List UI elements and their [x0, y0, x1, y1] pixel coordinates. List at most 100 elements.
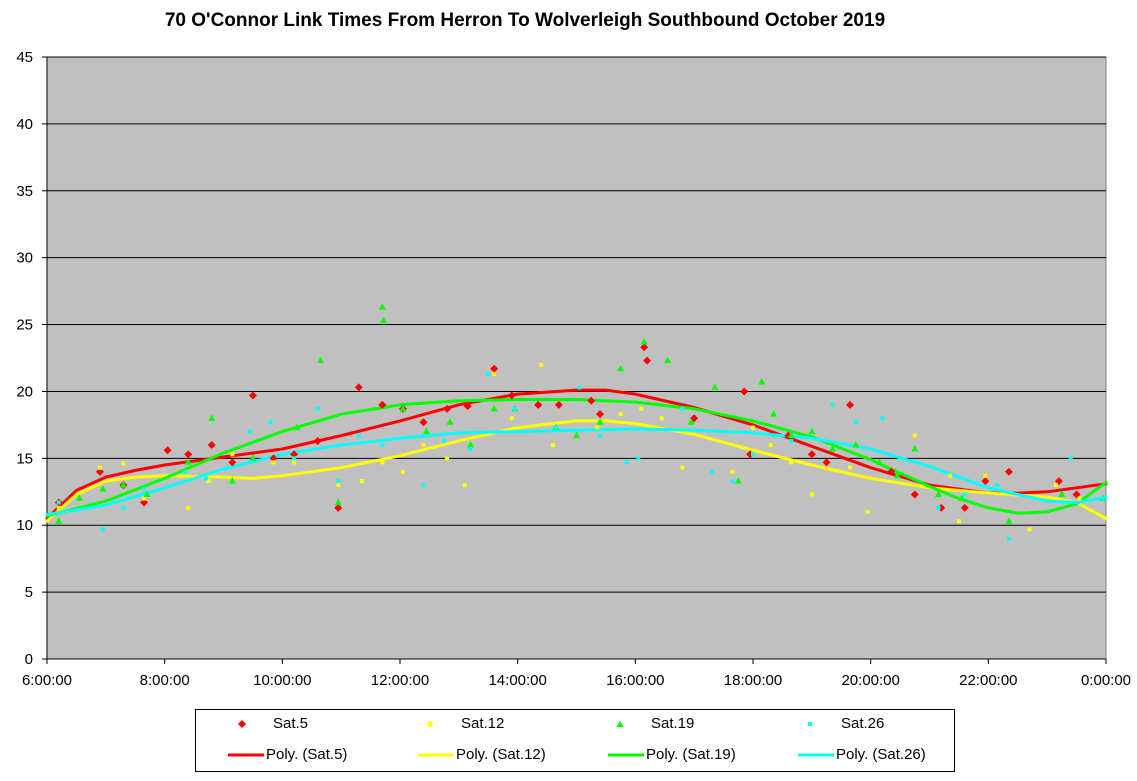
legend-label: Poly. (Sat.12) — [456, 746, 546, 763]
x-tick-label: 10:00:00 — [253, 672, 311, 689]
data-point — [422, 427, 430, 435]
y-tick-labels: 0 5 10 15 20 25 30 35 40 45 — [16, 49, 33, 668]
data-point — [56, 500, 61, 505]
data-point — [852, 440, 860, 448]
data-point — [228, 477, 236, 484]
data-point — [445, 456, 450, 461]
y-tick-label: 15 — [16, 450, 33, 467]
data-point — [1101, 496, 1106, 501]
data-point — [140, 498, 149, 507]
trendline-poly-sat-12- — [45, 419, 1108, 523]
data-point — [893, 471, 901, 479]
data-point — [1058, 490, 1066, 497]
x-tick-label: 22:00:00 — [959, 672, 1017, 689]
data-point — [509, 416, 514, 421]
legend-label: Sat.19 — [651, 715, 695, 732]
data-point — [206, 479, 211, 484]
data-point — [292, 456, 297, 461]
legend-label: Poly. (Sat.26) — [836, 746, 926, 763]
data-point — [143, 490, 151, 497]
data-point — [463, 402, 472, 411]
data-point — [734, 477, 742, 484]
data-point — [618, 412, 623, 417]
x-tick-label: 20:00:00 — [841, 672, 899, 689]
y-tick-label: 40 — [16, 116, 33, 133]
y-tick-label: 10 — [16, 517, 33, 534]
y-tick-label: 5 — [25, 584, 33, 601]
data-point — [290, 450, 299, 459]
data-point — [639, 406, 644, 411]
data-point — [184, 458, 192, 465]
data-point — [142, 496, 147, 501]
data-point — [624, 460, 629, 465]
data-point — [898, 456, 903, 461]
data-point — [956, 519, 961, 524]
data-point — [315, 406, 320, 411]
trendline-poly-sat-19- — [45, 398, 1108, 518]
data-point — [203, 476, 208, 481]
x-tick-label: 6:00:00 — [22, 672, 72, 689]
data-point — [636, 456, 641, 461]
data-point — [56, 505, 61, 510]
data-point — [960, 503, 969, 512]
data-point — [789, 438, 794, 443]
y-tick-label: 20 — [16, 383, 33, 400]
line-swatch-icon — [418, 753, 454, 757]
axes — [42, 56, 1107, 664]
data-point — [208, 414, 216, 421]
x-tick-labels: 6:00:00 8:00:00 10:00:00 12:00:00 14:00:00 16… — [22, 672, 1131, 689]
data-point — [121, 461, 126, 466]
data-point — [462, 483, 467, 488]
data-point — [740, 387, 749, 396]
data-point — [443, 404, 452, 413]
data-point — [828, 444, 836, 452]
data-point — [553, 425, 558, 430]
data-point — [680, 406, 685, 411]
line-swatch-icon — [228, 753, 264, 757]
data-point — [643, 356, 652, 365]
data-point — [293, 423, 301, 431]
legend-label: Poly. (Sat.19) — [646, 746, 736, 763]
data-point — [617, 364, 625, 372]
data-point — [378, 400, 387, 409]
series-sat-12 — [56, 362, 1082, 532]
data-point — [334, 498, 342, 505]
data-point — [378, 303, 386, 310]
data-point — [958, 494, 966, 501]
data-point — [1005, 517, 1013, 524]
data-point — [317, 356, 325, 364]
data-point — [709, 469, 714, 474]
line-swatch-icon — [608, 753, 644, 757]
data-point — [1072, 490, 1081, 499]
data-point — [853, 420, 858, 425]
data-point — [596, 418, 604, 425]
data-point — [534, 400, 543, 409]
data-point — [336, 483, 341, 488]
data-point — [269, 454, 278, 463]
data-point — [228, 458, 237, 467]
data-point — [934, 490, 942, 497]
x-tick-label: 18:00:00 — [724, 672, 782, 689]
data-point — [687, 418, 695, 425]
data-point — [356, 433, 361, 438]
data-point — [163, 446, 172, 455]
data-point — [354, 383, 363, 392]
data-point — [183, 469, 188, 474]
data-point — [230, 452, 235, 457]
data-point — [848, 465, 853, 470]
data-point — [334, 503, 343, 512]
data-point — [99, 485, 107, 492]
data-point — [664, 356, 672, 364]
data-point — [271, 460, 276, 465]
data-point — [809, 492, 814, 497]
data-point — [577, 385, 582, 390]
data-point — [1006, 536, 1011, 541]
chart-title: 70 O'Connor Link Times From Herron To Wo… — [164, 10, 886, 31]
y-tick-label: 25 — [16, 317, 33, 334]
data-point — [875, 458, 883, 465]
legend-label: Sat.5 — [273, 715, 309, 732]
square-marker-icon — [808, 722, 812, 726]
data-point — [865, 509, 870, 514]
legend-label: Sat.12 — [461, 715, 505, 732]
